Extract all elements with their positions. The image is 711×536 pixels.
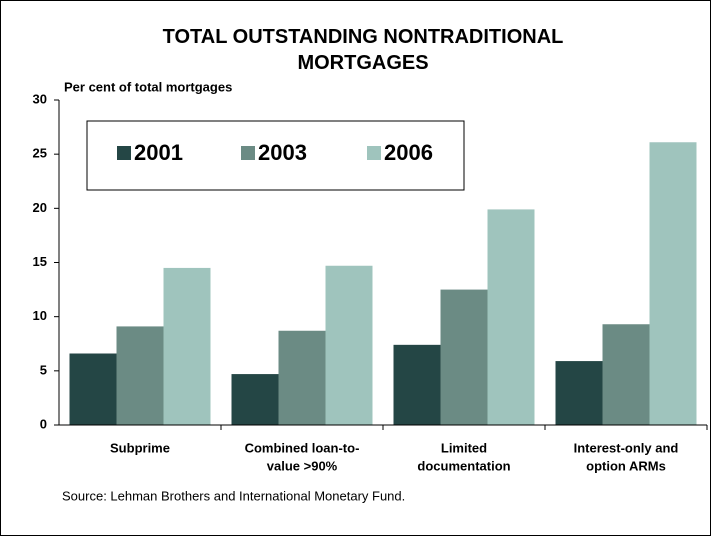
chart-title: TOTAL OUTSTANDING NONTRADITIONAL MORTGAG… xyxy=(162,26,564,74)
legend-label: 2003 xyxy=(258,140,307,165)
bar xyxy=(602,324,650,425)
bar xyxy=(163,267,211,425)
bar xyxy=(440,289,488,425)
legend-label: 2001 xyxy=(134,140,183,165)
legend-box xyxy=(86,120,465,191)
x-tick-label: Limited xyxy=(441,440,487,455)
y-tick-label: 10 xyxy=(33,308,47,323)
x-tick-label: Interest-only and xyxy=(574,440,679,455)
y-tick-label: 25 xyxy=(33,146,47,161)
x-tick-label: Combined loan-to- xyxy=(245,440,360,455)
y-tick-label: 15 xyxy=(33,254,47,269)
y-tick-label: 5 xyxy=(40,362,47,377)
bar xyxy=(69,353,117,425)
bar xyxy=(116,326,164,425)
bar xyxy=(555,361,603,425)
x-tick-label: option ARMs xyxy=(586,458,666,473)
legend-label: 2006 xyxy=(384,140,433,165)
bar xyxy=(649,142,697,425)
legend-swatch xyxy=(367,146,381,160)
bar xyxy=(231,374,279,425)
legend-swatch xyxy=(241,146,255,160)
y-tick-label: 30 xyxy=(33,91,47,106)
y-tick-label: 20 xyxy=(33,200,47,215)
y-axis-label: Per cent of total mortgages xyxy=(64,79,232,94)
bar xyxy=(325,265,373,425)
x-tick-label: documentation xyxy=(417,458,510,473)
bar xyxy=(278,330,326,425)
y-tick-label: 0 xyxy=(40,416,47,431)
legend-swatch xyxy=(117,146,131,160)
bar xyxy=(393,344,441,425)
x-tick-label: Subprime xyxy=(110,440,170,455)
bar xyxy=(487,209,535,425)
source: Source: Lehman Brothers and Internationa… xyxy=(62,488,405,503)
x-tick-label: value >90% xyxy=(267,458,338,473)
